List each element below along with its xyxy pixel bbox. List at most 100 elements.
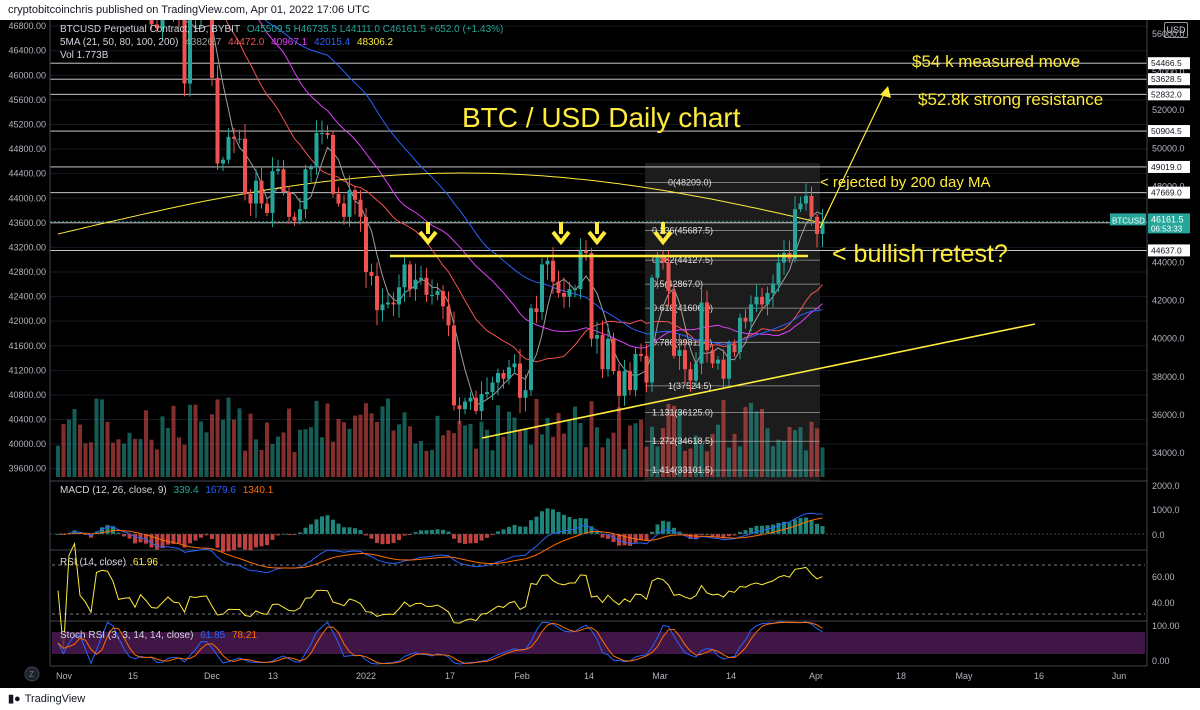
- macd-histogram-bar: [468, 534, 473, 544]
- volume-bar: [204, 432, 209, 477]
- support-trendline: [481, 323, 1036, 439]
- volume-bar: [727, 447, 731, 477]
- macd-histogram-bar: [116, 532, 121, 534]
- zoom-button[interactable]: [24, 666, 40, 682]
- volume-bar: [314, 400, 319, 477]
- volume-bar: [72, 409, 77, 477]
- macd-histogram-bar: [441, 529, 445, 534]
- volume-bar: [116, 439, 121, 477]
- sma-value-100: 42015.4: [314, 37, 351, 48]
- legend-main: BTCUSD Perpetual Contract, 1D, BYBIT O45…: [60, 24, 507, 35]
- chart-area[interactable]: 0(48209.0) 0.236(45687.5) 0.382(44127.5) 0.…: [0, 20, 1200, 688]
- volume-bar: [518, 430, 522, 477]
- time-axis[interactable]: Nov 15 Dec 13 2022 17 Feb 14 Mar 14 Apr 18 May 16 Jun: [56, 671, 1126, 681]
- candles: [149, 20, 825, 424]
- left-axis-label: 40800.00: [8, 390, 46, 400]
- volume-bar: [441, 435, 445, 477]
- candle-body: [738, 317, 742, 353]
- macd-histogram-bar: [485, 534, 489, 538]
- volume-bar: [435, 415, 440, 477]
- volume-bar: [419, 440, 423, 477]
- left-axis-label: 46400.00: [8, 46, 46, 56]
- right-axis-label: 34000.0: [1152, 448, 1185, 458]
- price-tag-bg: [1148, 73, 1190, 86]
- macd-histogram-bar: [688, 534, 693, 539]
- candle-body: [639, 353, 643, 356]
- volume-bar: [452, 433, 456, 477]
- volume-bar: [463, 425, 467, 477]
- price-tag: 47669.0: [1151, 188, 1182, 198]
- macd-histogram-bar: [380, 534, 385, 545]
- macd-histogram-bar: [138, 534, 143, 543]
- macd-histogram-bar: [721, 534, 726, 539]
- candle-body: [804, 195, 808, 204]
- macd-histogram-bar: [188, 534, 192, 544]
- volume-bar: [479, 421, 484, 477]
- macd-histogram-bar: [479, 534, 484, 541]
- left-axis-label: 41600.00: [8, 341, 46, 351]
- fib-label: 1.272(34618.5): [652, 436, 713, 446]
- macd-histogram-bar: [617, 534, 621, 546]
- volume-bar: [199, 421, 203, 477]
- macd-histogram-bar: [760, 525, 764, 534]
- macd-histogram-bar: [622, 534, 627, 546]
- candle-body: [710, 350, 715, 364]
- macd-histogram-bar: [160, 534, 165, 549]
- left-axis-label: 43200.00: [8, 242, 46, 252]
- candle-body: [474, 397, 478, 412]
- macd-histogram-bar: [798, 517, 803, 534]
- candle-body: [265, 203, 269, 214]
- legend-sma: 5MA (21, 50, 80, 100, 200) 43826.7 44472…: [60, 37, 397, 48]
- volume-bar: [160, 416, 165, 477]
- left-price-axis[interactable]: 39600.00 40000.00 40400.00 40800.00 41200.00…: [8, 21, 46, 474]
- candle-body: [402, 264, 407, 288]
- currency-badge[interactable]: USD: [1164, 22, 1188, 38]
- macd-histogram-bar: [391, 534, 396, 543]
- macd-value-hist: 339.4: [173, 485, 199, 496]
- volume-bar: [221, 419, 225, 477]
- macd-histogram-bar: [287, 534, 291, 535]
- macd-histogram-bar: [397, 534, 401, 541]
- macd-histogram-bar: [567, 516, 572, 534]
- macd-histogram-bar: [320, 516, 324, 534]
- volume-bar: [413, 443, 418, 477]
- volume-bar: [611, 432, 616, 477]
- macd-histogram-bar: [325, 515, 330, 534]
- left-axis-label: 45200.00: [8, 119, 46, 129]
- volume-bar: [545, 417, 550, 477]
- candle-body: [694, 363, 698, 381]
- candle-body: [760, 296, 764, 305]
- legend-vol: Vol 1.773B: [60, 50, 112, 61]
- footer-brand: TradingView: [24, 693, 86, 705]
- volume-bar: [562, 433, 566, 477]
- left-axis-label: 41200.00: [8, 365, 46, 375]
- indicator-axis-label: 0.00: [1152, 656, 1170, 666]
- macd-histogram-bar: [276, 534, 280, 536]
- volume-bar: [78, 424, 82, 477]
- macd-histogram-bar: [237, 534, 242, 548]
- candle-body: [281, 169, 286, 193]
- macd-histogram-bar: [518, 526, 522, 534]
- candle-body: [518, 363, 522, 398]
- macd-histogram-bar: [430, 529, 434, 534]
- current-price-tag: 46161.5: [1151, 214, 1184, 224]
- stoch-label: Stoch RSI (3, 3, 14, 14, close): [60, 630, 194, 641]
- candle-body: [452, 325, 456, 406]
- rsi-value: 61.96: [132, 557, 158, 568]
- candle-body: [342, 203, 346, 217]
- volume-bar: [743, 407, 748, 477]
- volume-bar: [336, 418, 341, 477]
- volume-bar: [402, 412, 407, 477]
- macd-histogram-bar: [386, 534, 390, 544]
- candle-body: [699, 302, 704, 364]
- macd-line: [57, 512, 823, 574]
- volume-bar: [193, 404, 198, 477]
- candle-body: [716, 359, 720, 364]
- volume-bar: [408, 426, 412, 477]
- macd-histogram-bar: [232, 534, 236, 550]
- volume-bar: [287, 408, 291, 477]
- right-axis-label: 52000.0: [1152, 105, 1185, 115]
- volume-bar: [248, 413, 253, 477]
- candle-body: [435, 291, 440, 295]
- volume-bar: [578, 423, 583, 477]
